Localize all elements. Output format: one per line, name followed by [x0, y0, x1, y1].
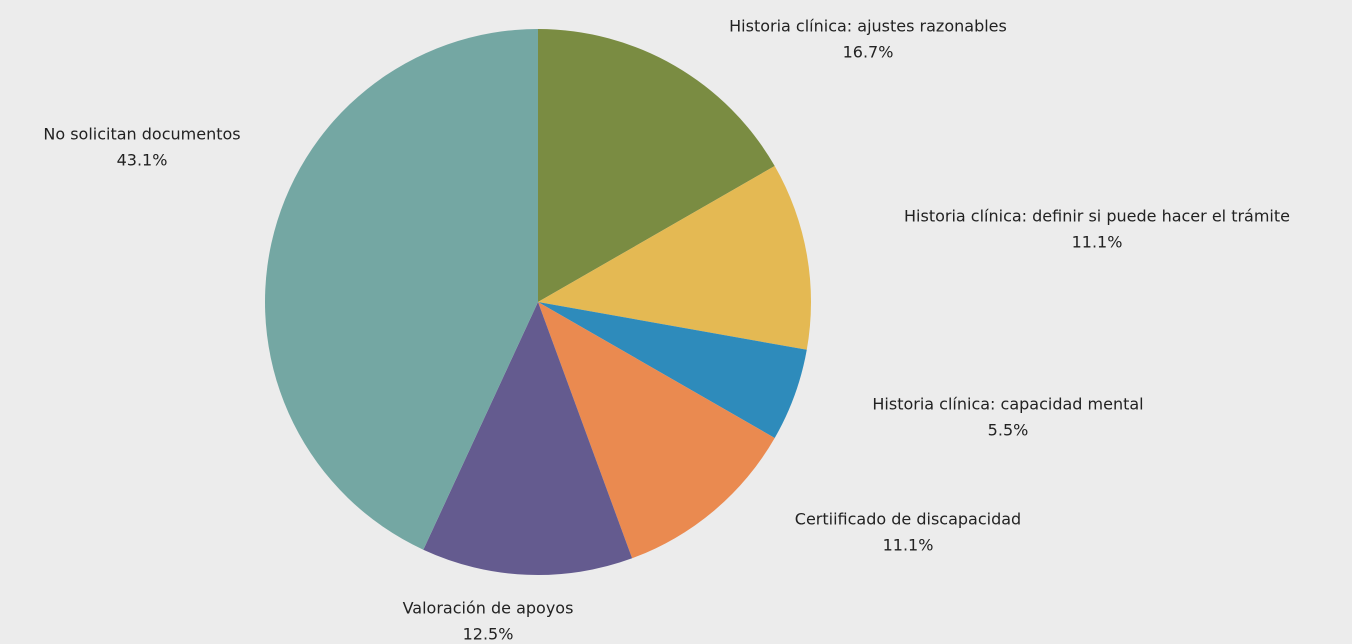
pie-slice	[538, 29, 775, 302]
slice-label: Valoración de apoyos	[403, 599, 574, 618]
slice-label: Historia clínica: capacidad mental	[872, 395, 1143, 414]
slice-value-label: 5.5%	[988, 421, 1029, 440]
slice-value-label: 11.1%	[883, 536, 934, 555]
slice-label: No solicitan documentos	[43, 125, 240, 144]
slice-label: Historia clínica: definir si puede hacer…	[904, 207, 1290, 226]
slice-value-label: 11.1%	[1072, 233, 1123, 252]
pie-slice	[423, 302, 633, 575]
slice-label: Historia clínica: ajustes razonables	[729, 17, 1007, 36]
slice-value-label: 16.7%	[843, 43, 894, 62]
pie-slice	[538, 302, 807, 439]
pie-slice	[538, 302, 775, 559]
pie-slice	[538, 165, 812, 350]
pie-slice	[265, 29, 538, 550]
slice-value-label: 43.1%	[117, 151, 168, 170]
slice-value-label: 12.5%	[463, 625, 514, 644]
slice-label: Certiificado de discapacidad	[795, 510, 1021, 529]
